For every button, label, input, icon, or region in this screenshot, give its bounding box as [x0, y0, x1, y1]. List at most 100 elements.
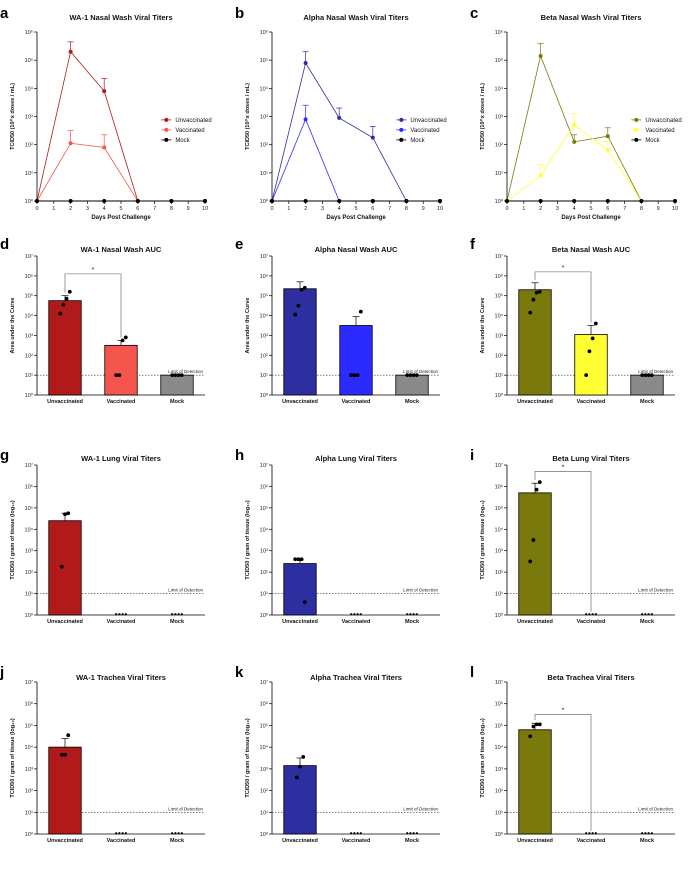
panel-j-data-point — [174, 832, 177, 835]
panel-h-data-point — [409, 613, 412, 616]
panel-c-series-line — [506, 124, 675, 202]
panel-c-data-point — [605, 134, 610, 139]
panel-e-letter: e — [235, 236, 243, 253]
panel-l-data-point — [650, 832, 653, 835]
panel-h-data-point — [353, 613, 356, 616]
panel-b-title: Alpha Nasal Wash Viral Titers — [303, 13, 408, 22]
panel-h-y-tick-label: 10⁵ — [260, 505, 268, 512]
panel-c-data-point — [538, 53, 543, 58]
panel-h-data-point — [415, 613, 418, 616]
panel-d-letter: d — [0, 236, 9, 253]
panel-c-letter: c — [470, 5, 478, 22]
panel-f-significance-bracket — [534, 271, 592, 323]
panel-j-letter: j — [0, 664, 4, 681]
panel-h-data-point — [412, 613, 415, 616]
panel-l-y-axis-label: TCID50 / gram of tissue (log₁₀) — [480, 718, 486, 797]
panel-e-y-tick-label: 10⁶ — [260, 273, 268, 280]
panel-b-x-tick-label: 4 — [338, 206, 341, 212]
panel-b-legend-label: Mock — [410, 138, 425, 144]
panel-a-data-point — [68, 141, 73, 146]
panel-c-x-tick-label: 0 — [505, 206, 508, 212]
panel-i-significance-bracket — [534, 471, 592, 612]
panel-k-y-tick-label: 10⁰ — [260, 831, 269, 838]
panel-f-title: Beta Nasal Wash AUC — [552, 245, 631, 254]
panel-b-y-tick-label: 10³ — [260, 115, 268, 121]
panel-a-y-tick-label: 10⁶ — [25, 29, 33, 36]
panel-a-x-tick-label: 0 — [35, 206, 38, 212]
panel-g-y-tick-label: 10³ — [25, 549, 33, 555]
panel-j-y-tick-label: 10⁶ — [25, 701, 33, 708]
panel-j-y-tick-label: 10⁴ — [25, 744, 34, 751]
panel-e-data-point — [352, 373, 357, 378]
panel-i-y-tick-label: 10⁵ — [495, 505, 503, 512]
panel-l-x-tick-label: Mock — [640, 838, 655, 844]
panel-e-x-tick-label: Mock — [405, 399, 420, 405]
panel-a-x-axis-label: Days Post Challenge — [91, 215, 151, 221]
panel-j-bar-unvaccinated — [48, 746, 82, 835]
panel-k-y-tick-label: 10¹ — [260, 810, 268, 816]
panel-c-x-tick-label: 9 — [657, 206, 660, 212]
panel-h-data-point — [302, 600, 307, 605]
panel-d-data-point — [114, 373, 119, 378]
panel-i-data-point — [528, 559, 533, 564]
panel-f-data-point — [584, 373, 589, 378]
panel-a-x-tick-label: 2 — [69, 206, 72, 212]
panel-e-data-point — [408, 373, 413, 378]
panel-k-data-point — [359, 832, 362, 835]
panel-f-x-tick-label: Unvaccinated — [517, 399, 553, 405]
panel-g-y-tick-label: 10⁷ — [25, 462, 33, 469]
panel-i-y-tick-label: 10⁷ — [495, 462, 503, 469]
panel-i-y-tick-label: 10⁰ — [495, 612, 504, 619]
panel-f-bar-mock — [630, 374, 664, 396]
panel-j-y-tick-label: 10⁰ — [25, 831, 34, 838]
panel-b-data-point — [370, 199, 375, 203]
panel-e-y-tick-label: 10⁰ — [260, 392, 269, 399]
panel-c-data-point — [572, 199, 577, 203]
panel-j-data-point — [171, 832, 174, 835]
panel-i-y-tick-label: 10⁶ — [495, 483, 503, 490]
panel-k-y-tick-label: 10³ — [260, 767, 268, 773]
panel-b-x-tick-label: 10 — [437, 206, 443, 212]
panel-g-y-tick-label: 10⁴ — [25, 526, 34, 533]
panel-k-x-tick-label: Mock — [405, 838, 420, 844]
panel-a-x-tick-label: 7 — [153, 206, 156, 212]
panel-c-x-tick-label: 3 — [556, 206, 559, 212]
panel-a-x-tick-label: 9 — [187, 206, 190, 212]
panel-b-x-tick-label: 3 — [321, 206, 324, 212]
panel-e-y-tick-label: 10⁵ — [260, 293, 268, 300]
panel-d: d WA-1 Nasal Wash AUC Area under the Curve… — [0, 236, 205, 405]
panel-g-y-tick-label: 10¹ — [25, 592, 33, 598]
panel-a-y-tick-label: 10⁵ — [25, 57, 33, 64]
panel-i-data-point — [647, 613, 650, 616]
panel-e-y-tick-label: 10¹ — [260, 373, 268, 379]
panel-c-x-tick-label: 10 — [672, 206, 678, 212]
panel-g-data-point — [171, 613, 174, 616]
panel-c-x-tick-label: 4 — [573, 206, 576, 212]
panel-a-letter: a — [0, 5, 9, 22]
panel-a-y-axis-label: TCID50 (10^x doses / mL) — [10, 83, 16, 150]
panel-c-y-tick-label: 10⁶ — [495, 29, 503, 36]
panel-l-data-point — [537, 722, 542, 727]
panel-f-data-point — [646, 373, 651, 378]
panel-k-bar-unvaccinated — [283, 765, 317, 835]
panel-l-limit-of-detection-label: Limit of Detection — [638, 806, 673, 811]
panel-a-series-line — [36, 50, 205, 202]
panel-c-data-point — [605, 148, 610, 153]
panel-g-data-point — [59, 564, 64, 569]
panel-d-data-point — [58, 311, 63, 316]
panel-b-x-axis-label: Days Post Challenge — [326, 215, 386, 221]
panel-f-y-tick-label: 10² — [495, 353, 503, 359]
panel-i-y-tick-label: 10⁴ — [495, 526, 504, 533]
panel-i-data-point — [641, 613, 644, 616]
panel-a-y-tick-label: 10⁰ — [25, 198, 34, 205]
panel-i-x-tick-label: Unvaccinated — [517, 619, 553, 625]
panel-a-x-tick-label: 4 — [103, 206, 106, 212]
panel-f-y-axis-label: Area under the Curve — [480, 298, 486, 354]
panel-d-data-point — [123, 335, 128, 340]
panel-i-data-point — [537, 480, 542, 485]
panel-b-data-point — [337, 115, 342, 120]
panel-b: b Alpha Nasal Wash Viral Titers TCID50 (10… — [235, 5, 447, 221]
panel-g-data-point — [174, 613, 177, 616]
panel-l-significance-label: * — [562, 708, 565, 715]
panel-d-y-tick-label: 10⁷ — [25, 253, 33, 260]
